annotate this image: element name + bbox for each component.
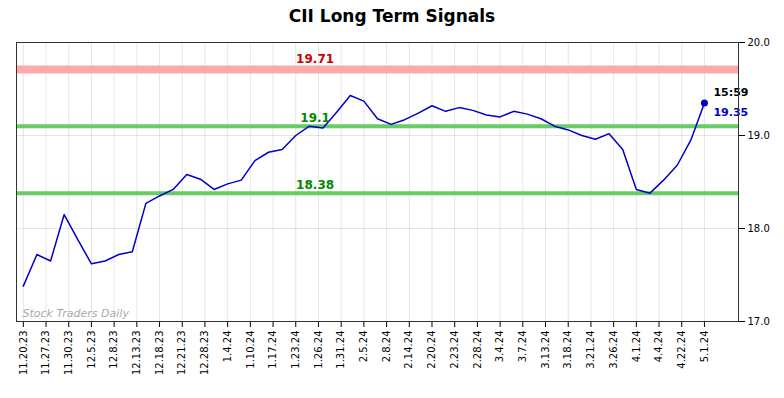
svg-text:1.4.24: 1.4.24 <box>222 331 233 363</box>
svg-text:3.18.24: 3.18.24 <box>562 331 573 369</box>
svg-text:3.4.24: 3.4.24 <box>494 331 505 363</box>
svg-text:12.28.23: 12.28.23 <box>199 331 210 376</box>
svg-text:3.7.24: 3.7.24 <box>517 331 528 363</box>
svg-text:4.4.24: 4.4.24 <box>653 331 664 363</box>
svg-text:1.26.24: 1.26.24 <box>313 331 324 369</box>
svg-text:2.28.24: 2.28.24 <box>472 331 483 369</box>
svg-text:20.0: 20.0 <box>748 37 770 48</box>
svg-text:Stock Traders Daily: Stock Traders Daily <box>23 307 130 320</box>
svg-text:1.23.24: 1.23.24 <box>290 331 301 369</box>
svg-text:4.22.24: 4.22.24 <box>676 331 687 369</box>
svg-text:11.30.23: 11.30.23 <box>63 331 74 376</box>
svg-text:19.0: 19.0 <box>748 130 770 141</box>
html-text:CII Long Term Signals: CII Long Term Signals <box>288 6 496 26</box>
svg-text:19.1: 19.1 <box>300 111 330 125</box>
svg-text:12.8.23: 12.8.23 <box>108 331 119 369</box>
svg-text:2.20.24: 2.20.24 <box>426 331 437 369</box>
svg-text:11.20.23: 11.20.23 <box>18 331 29 376</box>
svg-text:1.31.24: 1.31.24 <box>335 331 346 369</box>
svg-text:19.35: 19.35 <box>713 106 748 119</box>
svg-text:4.1.24: 4.1.24 <box>631 331 642 363</box>
svg-text:1.17.24: 1.17.24 <box>267 331 278 369</box>
svg-text:3.13.24: 3.13.24 <box>540 331 551 369</box>
svg-text:18.0: 18.0 <box>748 223 770 234</box>
svg-text:12.13.23: 12.13.23 <box>131 331 142 376</box>
svg-text:2.14.24: 2.14.24 <box>403 331 414 369</box>
svg-text:12.5.23: 12.5.23 <box>86 331 97 369</box>
svg-text:12.18.23: 12.18.23 <box>154 331 165 376</box>
svg-text:18.38: 18.38 <box>296 178 334 192</box>
svg-text:3.26.24: 3.26.24 <box>608 331 619 369</box>
svg-text:2.8.24: 2.8.24 <box>381 331 392 363</box>
svg-text:15:59: 15:59 <box>713 86 748 99</box>
svg-text:17.0: 17.0 <box>748 316 770 327</box>
svg-text:11.27.23: 11.27.23 <box>40 331 51 376</box>
svg-text:2.23.24: 2.23.24 <box>449 331 460 369</box>
svg-text:1.10.24: 1.10.24 <box>245 331 256 369</box>
svg-text:12.21.23: 12.21.23 <box>176 331 187 376</box>
svg-text:19.71: 19.71 <box>296 52 334 66</box>
svg-text:2.5.24: 2.5.24 <box>358 331 369 363</box>
svg-text:3.21.24: 3.21.24 <box>585 331 596 369</box>
svg-text:5.1.24: 5.1.24 <box>699 331 710 363</box>
